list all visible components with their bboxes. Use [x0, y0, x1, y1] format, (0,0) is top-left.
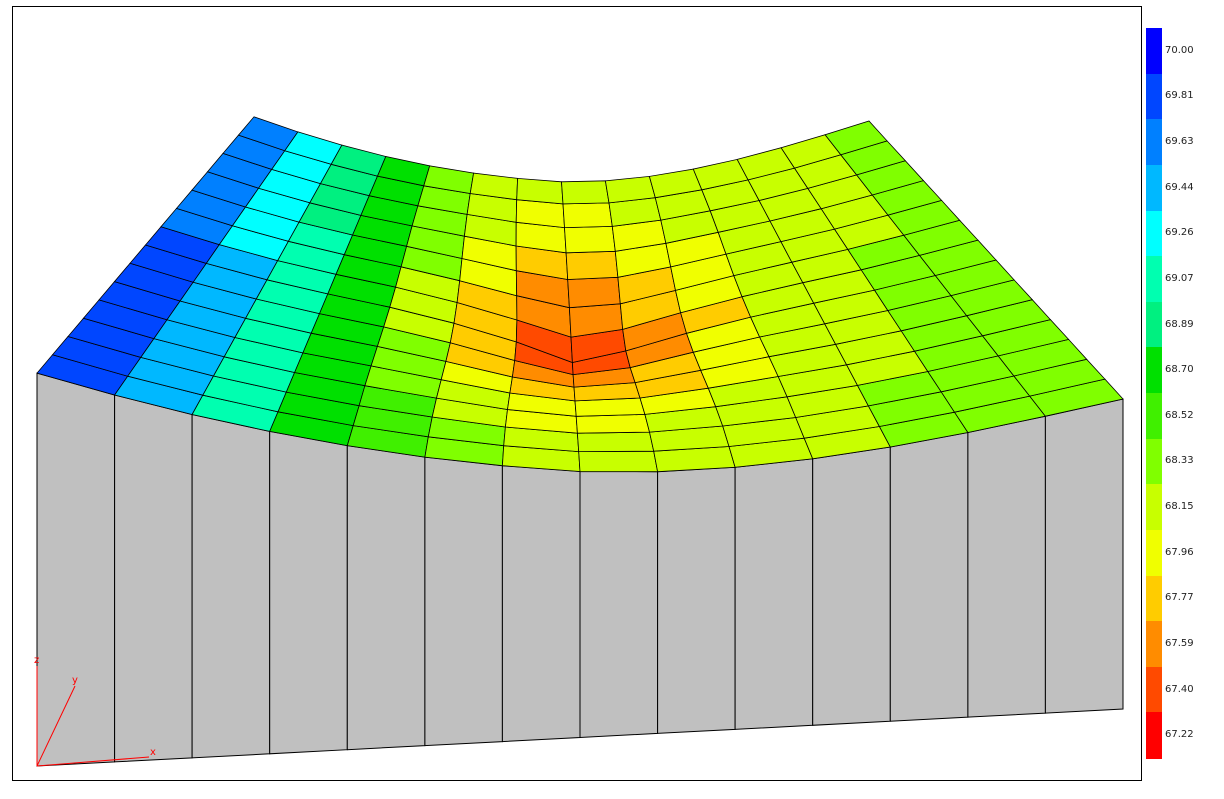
side-face-panel: [191, 413, 271, 759]
mesh-cell: [515, 199, 565, 229]
legend-label: 67.77: [1165, 592, 1194, 604]
side-face-panel: [269, 430, 348, 755]
legend-swatch: [1146, 210, 1162, 257]
mesh-cell: [564, 225, 616, 254]
legend-swatch: [1146, 301, 1162, 348]
legend-swatch: [1146, 347, 1162, 394]
legend-label: 68.70: [1165, 364, 1194, 376]
legend-label: 68.15: [1165, 501, 1194, 513]
side-face-panel: [889, 431, 969, 722]
legend-swatch: [1146, 119, 1162, 166]
mesh-cell: [576, 431, 655, 453]
side-face-panel: [967, 415, 1046, 718]
side-face-panel: [114, 394, 193, 763]
legend-label: 67.22: [1165, 729, 1194, 741]
mesh-scene: z y x: [34, 116, 1124, 767]
color-legend: 70.00 69.81 69.63 69.44 69.26 69.07 68.89 68.70…: [1146, 28, 1224, 759]
legend-swatch: [1146, 393, 1162, 440]
legend-swatch: [1146, 484, 1162, 531]
legend-swatch: [1146, 73, 1162, 120]
side-face-panel: [501, 465, 581, 743]
side-face-panel: [657, 466, 736, 734]
mesh-cell: [567, 276, 621, 309]
legend-swatch: [1146, 164, 1162, 211]
legend-label: 69.81: [1165, 90, 1194, 102]
legend-label: 67.96: [1165, 546, 1194, 558]
y-axis-label: y: [72, 675, 78, 686]
side-face-panel: [1044, 398, 1124, 714]
legend-swatch: [1146, 28, 1162, 75]
z-axis-label: z: [34, 655, 39, 666]
legend-label: 69.07: [1165, 272, 1194, 284]
side-face-panel: [424, 456, 503, 747]
legend-label: 70.00: [1165, 44, 1194, 56]
side-face-panel: [579, 470, 659, 739]
side-face-panel: [812, 446, 891, 726]
legend-label: 69.26: [1165, 227, 1194, 239]
legend-label: 67.40: [1165, 683, 1194, 695]
x-axis-line: [36, 756, 150, 767]
side-face-panel: [36, 372, 116, 767]
legend-swatch: [1146, 575, 1162, 622]
side-face-panel: [346, 445, 426, 751]
legend-swatch: [1146, 621, 1162, 668]
legend-swatch: [1146, 666, 1162, 713]
legend-label: 69.44: [1165, 181, 1194, 193]
mesh-cell: [604, 175, 656, 204]
mesh-cell: [578, 450, 659, 473]
legend-label: 67.59: [1165, 637, 1194, 649]
mesh-cell: [561, 180, 610, 205]
mesh-cell: [575, 413, 651, 434]
legend-swatch: [1146, 712, 1162, 759]
mesh-cell: [516, 177, 564, 205]
mesh-cell: [562, 202, 613, 229]
legend-swatch: [1146, 529, 1162, 576]
legend-label: 68.33: [1165, 455, 1194, 467]
legend-label: 69.63: [1165, 136, 1194, 148]
mesh-cell: [565, 250, 619, 280]
x-axis-label: x: [150, 747, 156, 758]
y-axis-line: [36, 685, 76, 767]
legend-swatch: [1146, 256, 1162, 303]
legend-label: 68.52: [1165, 409, 1194, 421]
plot-viewport: z y x: [12, 6, 1142, 781]
mesh-cell: [824, 120, 888, 156]
legend-label: 68.89: [1165, 318, 1194, 330]
side-face-panel: [734, 458, 814, 730]
legend-swatch: [1146, 438, 1162, 485]
